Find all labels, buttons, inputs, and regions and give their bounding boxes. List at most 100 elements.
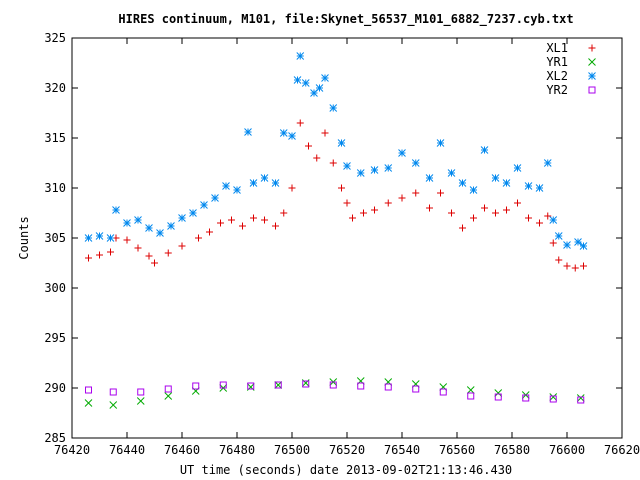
data-point-xl2 bbox=[513, 164, 522, 172]
data-point-xl1 bbox=[195, 234, 202, 242]
data-point-xl1 bbox=[134, 244, 142, 252]
data-point-yr2 bbox=[274, 381, 282, 389]
data-point-xl2 bbox=[134, 216, 142, 224]
series-xl1 bbox=[85, 119, 587, 272]
data-point-xl1 bbox=[563, 262, 571, 270]
legend-label-yr1: YR1 bbox=[546, 55, 568, 69]
data-point-xl2 bbox=[480, 146, 489, 154]
data-point-xl2 bbox=[574, 238, 582, 246]
data-point-yr2 bbox=[109, 388, 117, 396]
data-point-yr1 bbox=[136, 397, 145, 405]
series-xl2 bbox=[84, 52, 588, 250]
data-point-xl2 bbox=[398, 149, 406, 157]
data-point-yr2 bbox=[522, 394, 530, 402]
data-point-xl1 bbox=[338, 184, 345, 192]
data-point-yr1 bbox=[494, 389, 503, 397]
data-point-xl2 bbox=[95, 232, 104, 240]
data-point-yr2 bbox=[329, 381, 337, 389]
data-point-yr2 bbox=[302, 380, 310, 388]
y-axis-label: Counts bbox=[17, 216, 31, 259]
x-tick-label: 76460 bbox=[164, 443, 200, 457]
data-point-xl1 bbox=[313, 154, 321, 162]
data-point-xl2 bbox=[112, 206, 120, 214]
data-point-xl1 bbox=[296, 119, 304, 127]
axis-ticks: 76420 76440 76460 76480 76500 76520 76540 76560… bbox=[44, 31, 640, 457]
data-point-xl2 bbox=[315, 84, 324, 92]
y-tick-label: 300 bbox=[44, 281, 66, 295]
x-tick-label: 76480 bbox=[219, 443, 255, 457]
data-point-xl1 bbox=[360, 209, 367, 217]
data-point-xl2 bbox=[156, 229, 164, 237]
data-point-xl1 bbox=[343, 199, 351, 207]
data-point-xl2 bbox=[436, 139, 445, 147]
data-point-xl2 bbox=[233, 186, 241, 194]
data-point-yr2 bbox=[549, 395, 557, 403]
data-point-yr1 bbox=[576, 394, 585, 402]
data-point-xl2 bbox=[491, 174, 500, 182]
data-point-xl1 bbox=[206, 228, 213, 236]
y-tick-label: 290 bbox=[44, 381, 66, 395]
data-point-xl1 bbox=[525, 214, 532, 222]
data-point-xl1 bbox=[178, 242, 186, 250]
data-point-xl2 bbox=[84, 234, 93, 242]
data-point-xl1 bbox=[481, 204, 488, 212]
data-point-yr1 bbox=[109, 401, 118, 409]
x-tick-label: 76420 bbox=[54, 443, 90, 457]
data-point-xl1 bbox=[470, 214, 477, 222]
data-point-xl1 bbox=[426, 204, 433, 212]
legend-label-xl2: XL2 bbox=[546, 69, 568, 83]
data-point-yr2 bbox=[467, 392, 475, 400]
data-point-xl2 bbox=[260, 174, 269, 182]
legend-marker-yr2 bbox=[588, 86, 596, 94]
data-point-xl1 bbox=[123, 236, 131, 244]
data-point-yr2 bbox=[247, 382, 255, 390]
data-point-xl2 bbox=[370, 166, 379, 174]
x-tick-label: 76560 bbox=[439, 443, 475, 457]
x-tick-label: 76620 bbox=[604, 443, 640, 457]
series-yr2 bbox=[85, 380, 585, 404]
data-point-yr2 bbox=[164, 385, 172, 393]
data-point-xl2 bbox=[425, 174, 434, 182]
data-point-xl1 bbox=[459, 224, 466, 232]
data-point-xl2 bbox=[167, 222, 175, 230]
data-point-xl1 bbox=[250, 214, 257, 222]
data-point-xl2 bbox=[211, 194, 219, 202]
legend-marker-xl2 bbox=[588, 72, 596, 80]
data-point-yr2 bbox=[577, 396, 585, 404]
data-point-xl1 bbox=[549, 239, 557, 247]
data-point-xl2 bbox=[279, 129, 288, 137]
x-tick-label: 76520 bbox=[329, 443, 365, 457]
y-tick-label: 285 bbox=[44, 431, 66, 445]
x-tick-label: 76600 bbox=[549, 443, 585, 457]
y-tick-label: 310 bbox=[44, 181, 66, 195]
data-point-xl1 bbox=[288, 184, 296, 192]
data-point-xl2 bbox=[145, 224, 153, 232]
data-point-xl2 bbox=[543, 159, 552, 167]
data-point-yr2 bbox=[494, 393, 502, 401]
data-point-xl2 bbox=[458, 179, 467, 187]
data-point-xl1 bbox=[412, 189, 420, 197]
data-point-xl2 bbox=[535, 184, 544, 192]
data-point-yr1 bbox=[274, 381, 283, 389]
x-tick-label: 76540 bbox=[384, 443, 420, 457]
data-point-xl1 bbox=[398, 194, 406, 202]
data-point-xl2 bbox=[447, 169, 456, 177]
data-point-xl1 bbox=[555, 256, 563, 264]
x-tick-label: 76440 bbox=[109, 443, 145, 457]
data-point-xl2 bbox=[524, 182, 533, 190]
x-tick-label: 76580 bbox=[494, 443, 530, 457]
data-point-xl1 bbox=[371, 206, 378, 214]
data-point-xl1 bbox=[85, 254, 92, 262]
data-point-xl2 bbox=[200, 201, 208, 209]
data-point-xl1 bbox=[261, 216, 268, 224]
data-point-yr2 bbox=[439, 388, 447, 396]
data-point-xl2 bbox=[411, 159, 420, 167]
data-point-xl2 bbox=[296, 52, 305, 60]
y-tick-label: 295 bbox=[44, 331, 66, 345]
data-point-xl1 bbox=[107, 248, 114, 256]
data-point-xl2 bbox=[469, 186, 478, 194]
data-point-xl2 bbox=[288, 132, 296, 140]
data-point-xl2 bbox=[329, 104, 338, 112]
data-point-yr2 bbox=[85, 386, 92, 394]
